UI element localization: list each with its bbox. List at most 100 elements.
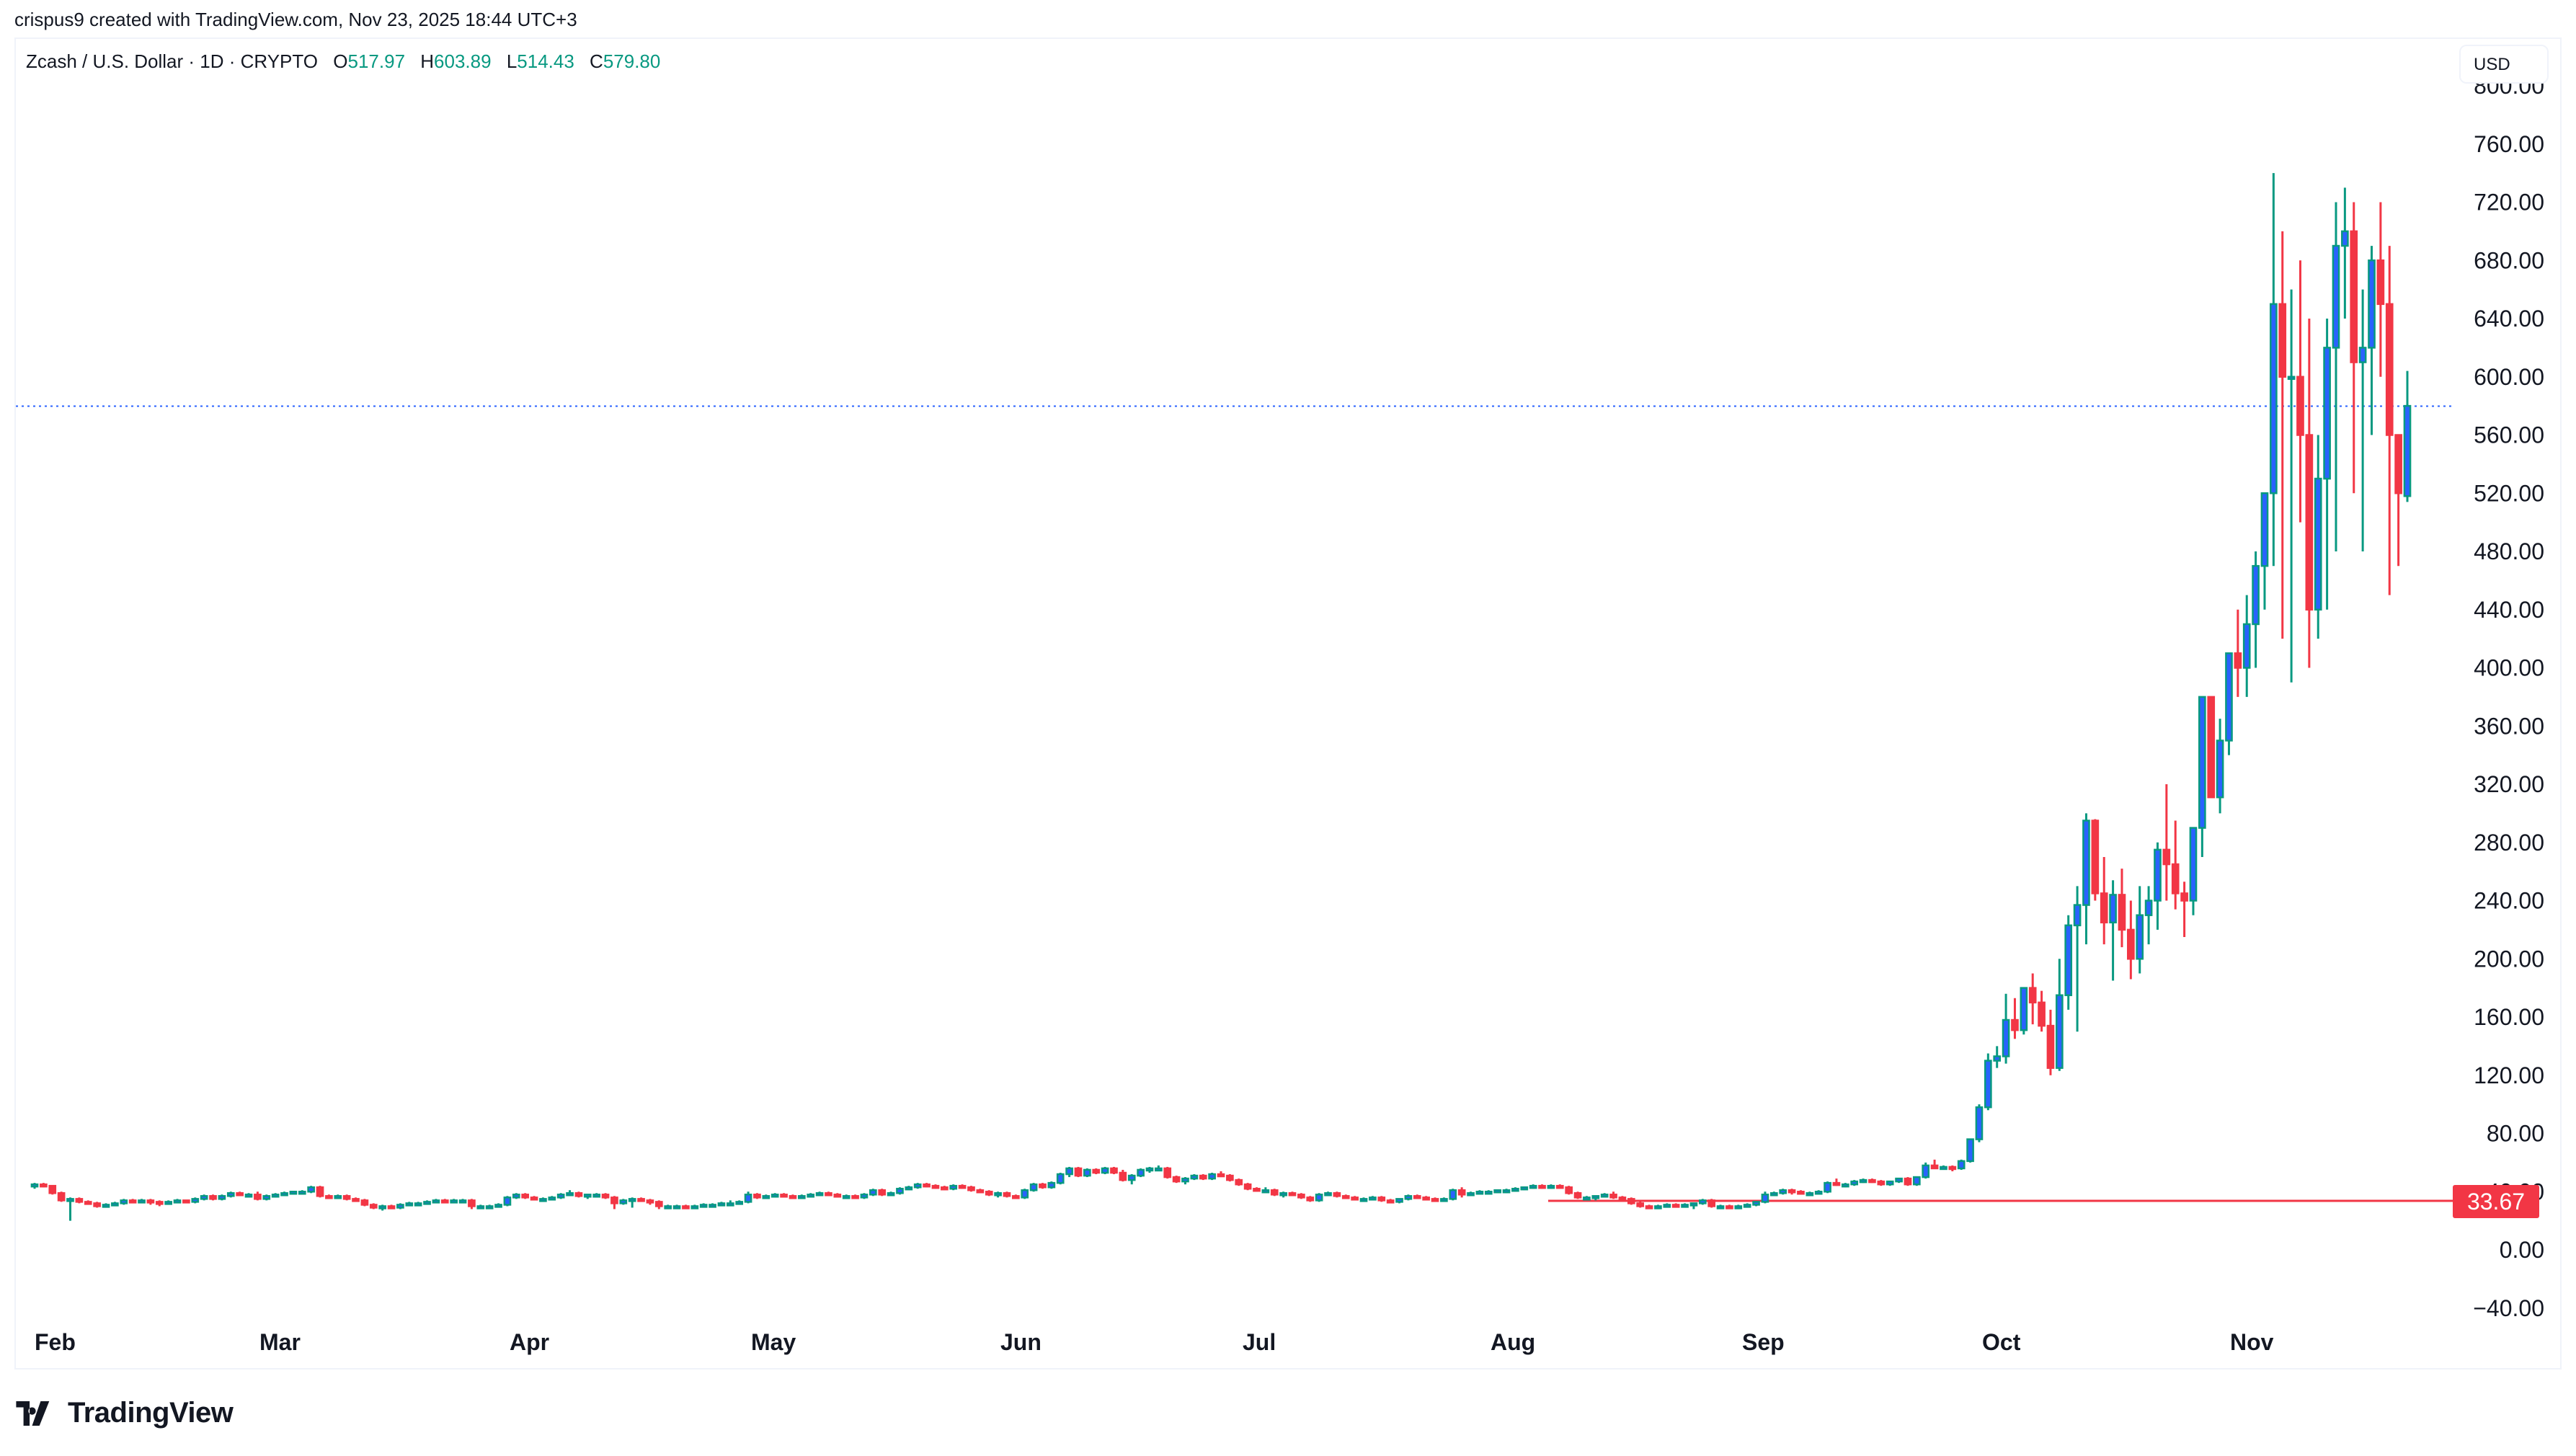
candle-body bbox=[325, 1195, 333, 1199]
candle-body bbox=[1369, 1197, 1377, 1201]
candle-body bbox=[1359, 1198, 1368, 1202]
candle-body bbox=[1297, 1194, 1305, 1199]
horizontal-line-price-tag: 33.67 bbox=[2453, 1185, 2539, 1218]
candle-body bbox=[512, 1194, 520, 1199]
candle-body bbox=[1333, 1192, 1341, 1197]
candle-body bbox=[1859, 1178, 1867, 1184]
x-axis-tick: Feb bbox=[35, 1329, 76, 1355]
candle-body bbox=[2358, 347, 2367, 363]
candle-body bbox=[1726, 1205, 1733, 1209]
candle-body bbox=[2082, 820, 2090, 906]
open-value: 517.97 bbox=[347, 50, 406, 72]
candle-body bbox=[967, 1186, 975, 1191]
currency-button[interactable]: USD bbox=[2459, 45, 2549, 84]
candle-body bbox=[2234, 652, 2242, 669]
candle-body bbox=[913, 1183, 922, 1189]
candle-body bbox=[1279, 1192, 1287, 1197]
candle-body bbox=[2350, 230, 2358, 363]
candle-body bbox=[1779, 1189, 1787, 1194]
candle-body bbox=[2207, 696, 2216, 799]
candle-body bbox=[369, 1204, 378, 1209]
candle-body bbox=[1484, 1191, 1493, 1195]
candle-body bbox=[923, 1183, 931, 1188]
candle-body bbox=[30, 1183, 39, 1188]
candle-body bbox=[1074, 1167, 1083, 1177]
candle-body bbox=[726, 1202, 734, 1207]
candle-body bbox=[2046, 1024, 2055, 1069]
candle-body bbox=[1145, 1167, 1154, 1172]
high-value: 603.89 bbox=[434, 50, 492, 72]
candle-body bbox=[1092, 1168, 1101, 1174]
candle-body bbox=[2341, 230, 2349, 247]
candle-body bbox=[1137, 1168, 1145, 1177]
candle-body bbox=[40, 1183, 48, 1188]
candle-body bbox=[1261, 1189, 1270, 1194]
candle-body bbox=[1681, 1204, 1689, 1208]
chart-credit: crispus9 created with TradingView.com, N… bbox=[14, 9, 577, 30]
candle-body bbox=[2323, 347, 2331, 480]
candle-body bbox=[2154, 848, 2162, 902]
candle-body bbox=[75, 1198, 84, 1203]
candle-body bbox=[744, 1194, 752, 1203]
candle-body bbox=[1110, 1167, 1118, 1174]
candle-body bbox=[1716, 1205, 1725, 1209]
candle-body bbox=[664, 1205, 672, 1209]
candle-body bbox=[1029, 1183, 1038, 1191]
candle-body bbox=[360, 1199, 369, 1206]
candle-body bbox=[699, 1204, 708, 1208]
candle-body bbox=[128, 1199, 137, 1204]
candle-body bbox=[1841, 1183, 1849, 1188]
candle-body bbox=[2225, 652, 2233, 742]
candle-body bbox=[2180, 892, 2188, 902]
candle-body bbox=[1824, 1181, 1831, 1193]
candle-body bbox=[735, 1201, 744, 1205]
candle-body bbox=[1912, 1176, 1921, 1186]
candle-body bbox=[592, 1194, 601, 1198]
candle-body bbox=[440, 1199, 449, 1204]
candle-body bbox=[1904, 1177, 1912, 1186]
candle-body bbox=[494, 1204, 502, 1208]
candle-body bbox=[825, 1192, 832, 1197]
y-axis-tick: 240.00 bbox=[2474, 888, 2544, 914]
tradingview-logo[interactable]: TradingView bbox=[16, 1397, 234, 1429]
candle-body bbox=[1127, 1174, 1136, 1181]
candle-body bbox=[530, 1197, 538, 1201]
candle-body bbox=[1047, 1181, 1056, 1189]
candle-body bbox=[396, 1204, 404, 1209]
candle-body bbox=[1663, 1204, 1671, 1208]
candle-body bbox=[566, 1192, 574, 1197]
candle-body bbox=[226, 1192, 235, 1197]
chart-panel[interactable] bbox=[14, 37, 2562, 1370]
candle-body bbox=[1217, 1173, 1225, 1178]
candle-body bbox=[878, 1189, 887, 1196]
candle-body bbox=[84, 1201, 92, 1205]
candle-body bbox=[976, 1189, 985, 1194]
candle-body bbox=[1573, 1192, 1582, 1199]
candle-body bbox=[1654, 1205, 1662, 1209]
candle-body bbox=[138, 1199, 146, 1204]
candle-body bbox=[539, 1198, 547, 1202]
symbol-legend: Zcash / U.S. Dollar · 1D · CRYPTO O517.9… bbox=[26, 50, 660, 73]
candle-body bbox=[1190, 1174, 1199, 1180]
candle-body bbox=[200, 1195, 208, 1200]
candle-body bbox=[164, 1201, 172, 1205]
candle-body bbox=[1797, 1191, 1805, 1195]
candle-body bbox=[1948, 1166, 1957, 1171]
candle-body bbox=[191, 1198, 200, 1203]
candle-body bbox=[1761, 1194, 1769, 1203]
candle-body bbox=[1440, 1198, 1448, 1202]
candle-body bbox=[1707, 1199, 1716, 1207]
candle-body bbox=[610, 1197, 618, 1204]
candle-body bbox=[1547, 1184, 1555, 1189]
candle-body bbox=[1591, 1195, 1600, 1199]
candle-body bbox=[780, 1194, 788, 1198]
candle-body bbox=[1253, 1187, 1261, 1192]
candle-body bbox=[949, 1184, 958, 1190]
candle-body bbox=[896, 1187, 904, 1194]
candle-body bbox=[1226, 1174, 1234, 1181]
candle-body bbox=[414, 1202, 422, 1207]
candle-body bbox=[2368, 259, 2376, 349]
candle-body bbox=[93, 1202, 101, 1207]
candle-body bbox=[1555, 1184, 1564, 1189]
